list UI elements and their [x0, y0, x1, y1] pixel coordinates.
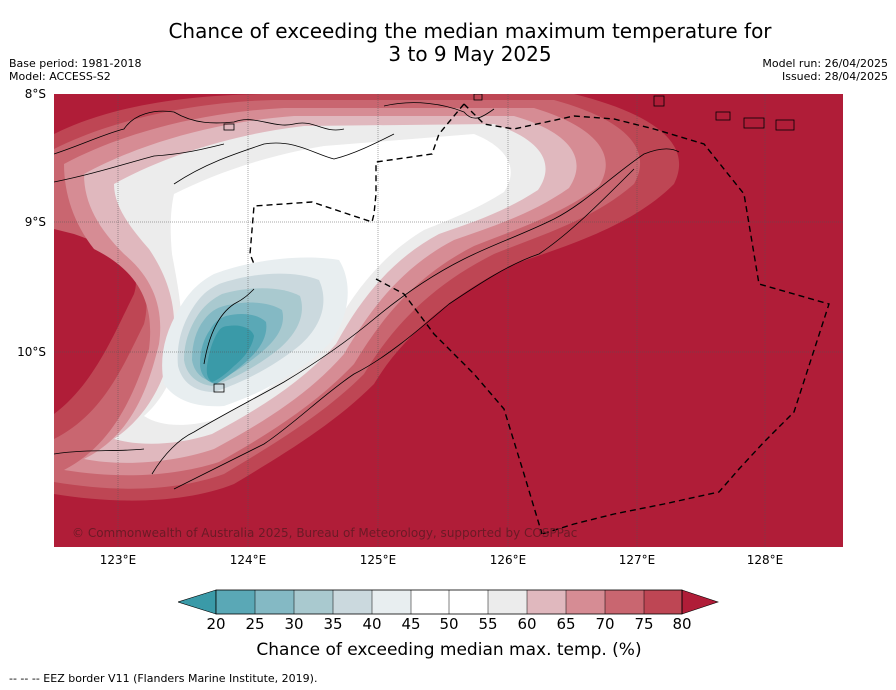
- legend-swatch-35-40: [333, 590, 372, 614]
- legend-swatch-25-30: [255, 590, 294, 614]
- legend-tick: 40: [362, 615, 382, 633]
- legend-tick: 80: [672, 615, 692, 633]
- eez-footnote: -- -- -- EEZ border V11 (Flanders Marine…: [9, 672, 318, 685]
- eez-border: [249, 103, 830, 535]
- legend-above-80-arrow: [681, 589, 719, 615]
- lat-label-10s: 10°S: [17, 345, 46, 359]
- legend-tick: 50: [439, 615, 459, 633]
- legend-tick-labels: 20 25 30 35 40 45 50 55 60 65 70 75 80: [0, 615, 896, 633]
- legend-swatch-60-65: [527, 590, 566, 614]
- legend-below-20-arrow: [177, 589, 217, 615]
- lon-label-125e: 125°E: [359, 553, 397, 567]
- meta-right: Model run: 26/04/2025 Issued: 28/04/2025: [762, 57, 888, 83]
- islands: [213, 94, 795, 393]
- model-name: Model: ACCESS-S2: [9, 70, 111, 83]
- lon-label-124e: 124°E: [229, 553, 267, 567]
- lat-label-9s: 9°S: [24, 215, 46, 229]
- forecast-map: [54, 94, 843, 547]
- legend-tick: 75: [634, 615, 654, 633]
- legend-swatch-20-25: [216, 590, 255, 614]
- lon-label-128e: 128°E: [746, 553, 784, 567]
- title-line-1: Chance of exceeding the median maximum t…: [168, 19, 772, 43]
- legend-tick: 25: [245, 615, 265, 633]
- copyright-notice: © Commonwealth of Australia 2025, Bureau…: [72, 526, 578, 540]
- legend-tick: 65: [556, 615, 576, 633]
- legend-swatch-30-35: [294, 590, 333, 614]
- legend-tick: 35: [323, 615, 343, 633]
- lat-label-8s: 8°S: [24, 87, 46, 101]
- legend-tick: 60: [517, 615, 537, 633]
- legend-title: Chance of exceeding median max. temp. (%…: [256, 640, 642, 660]
- base-period: Base period: 1981-2018: [9, 57, 142, 70]
- legend-swatch-50-55: [449, 590, 488, 614]
- legend-tick: 70: [595, 615, 615, 633]
- legend-swatch-70-75: [605, 590, 644, 614]
- coastlines: [54, 102, 680, 490]
- legend-tick: 55: [478, 615, 498, 633]
- title-line-2: 3 to 9 May 2025: [388, 42, 552, 66]
- color-legend: [177, 589, 720, 615]
- legend-swatch-75-80: [644, 590, 682, 614]
- legend-swatch-45-50: [411, 590, 449, 614]
- zone-below-20: [206, 325, 254, 382]
- legend-tick: 45: [401, 615, 421, 633]
- legend-swatch-65-70: [566, 590, 605, 614]
- lon-label-126e: 126°E: [489, 553, 527, 567]
- lon-label-127e: 127°E: [618, 553, 656, 567]
- graticule: [54, 94, 843, 547]
- legend-tick: 20: [206, 615, 226, 633]
- lon-label-123e: 123°E: [99, 553, 137, 567]
- model-run: Model run: 26/04/2025: [762, 57, 888, 70]
- legend-tick: 30: [284, 615, 304, 633]
- map-title: Chance of exceeding the median maximum t…: [150, 20, 790, 66]
- legend-swatch-40-45: [372, 590, 411, 614]
- meta-left: Base period: 1981-2018 Model: ACCESS-S2: [9, 57, 141, 83]
- issued-date: Issued: 28/04/2025: [781, 70, 888, 83]
- legend-swatch-55-60: [488, 590, 527, 614]
